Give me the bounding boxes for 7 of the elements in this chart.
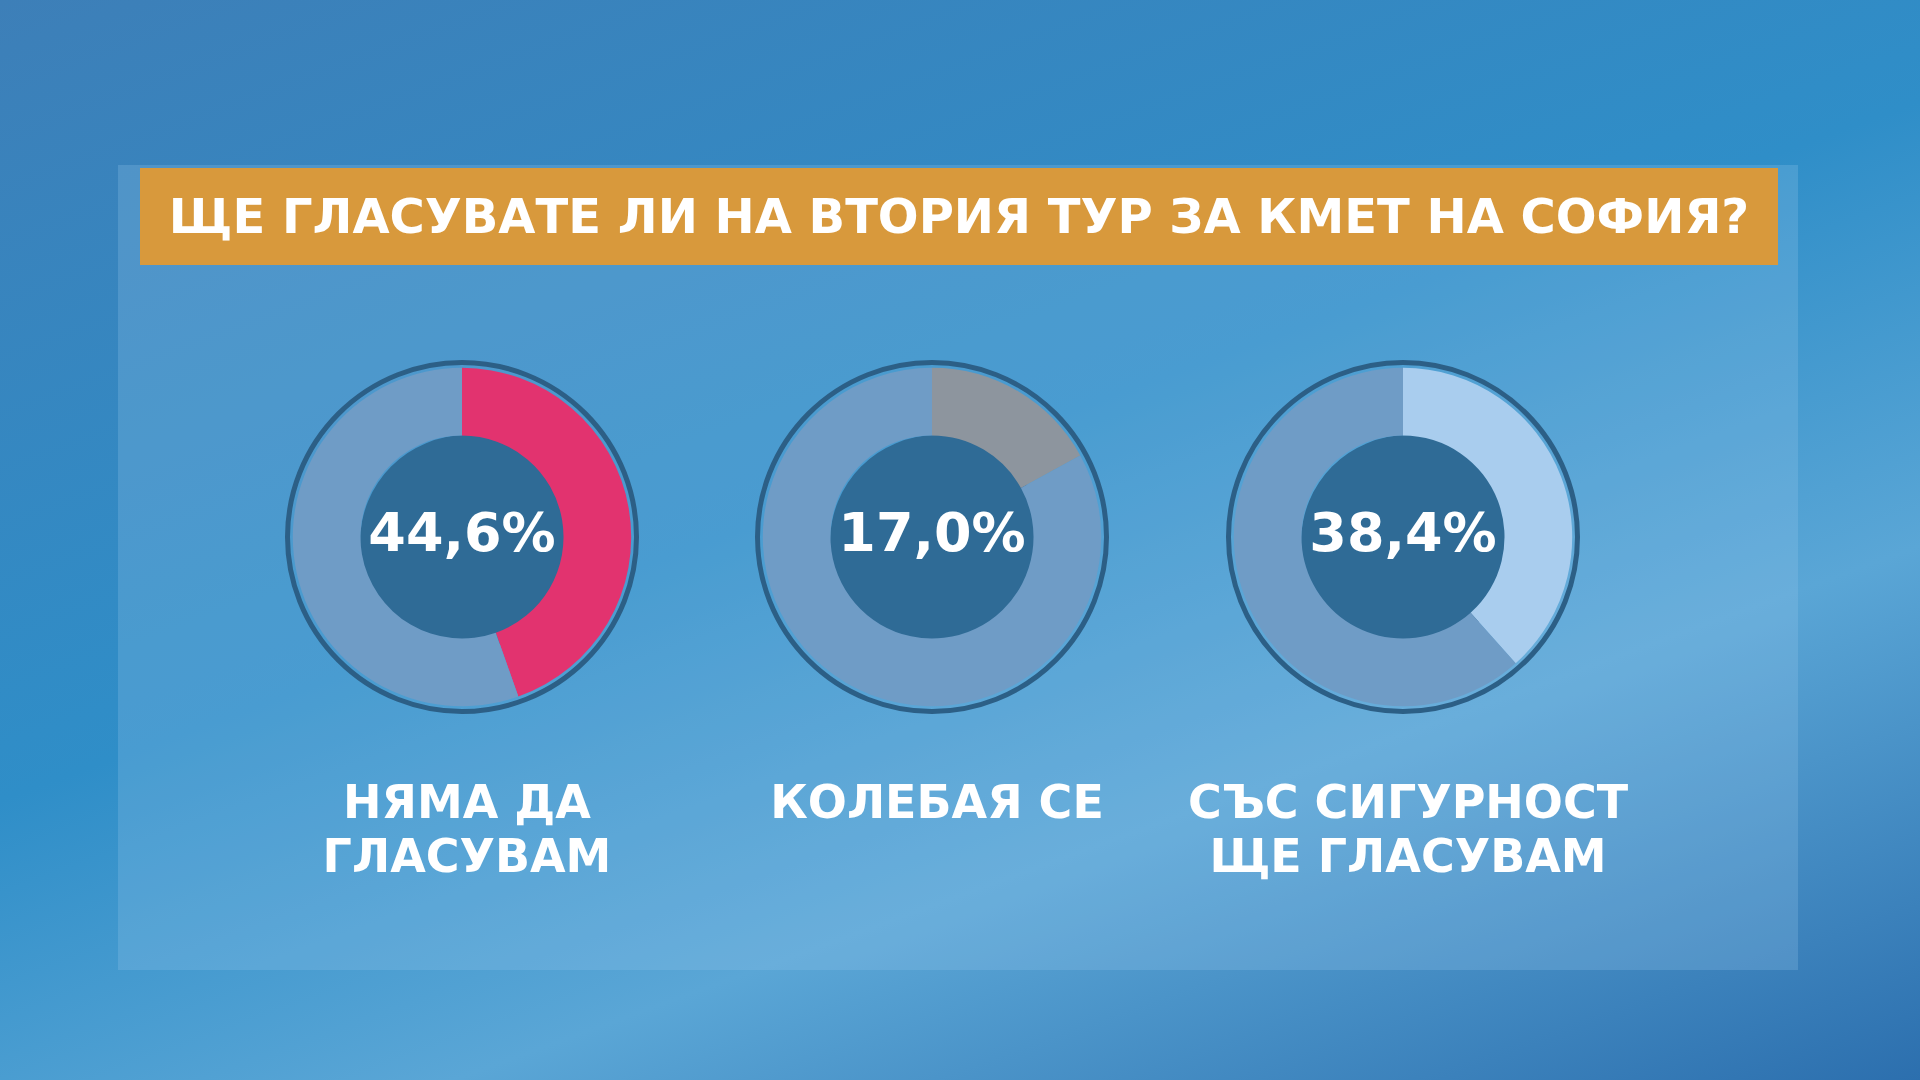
text: КОЛЕБАЯ СЕ	[769, 775, 1105, 829]
data-label: 17,0%	[838, 501, 1026, 565]
text: ЩЕ ГЛАСУВАТЕ ЛИ НА ВТОРИЯ ТУР ЗА КМЕТ НА СОФИЯ?	[140, 168, 1778, 265]
data-label: 44,6%	[368, 501, 556, 565]
text: СЪС СИГУРНОСТ ЩЕ ГЛАСУВАМ	[1186, 775, 1630, 883]
data-label: 38,4%	[1309, 501, 1497, 565]
text: НЯМА ДА ГЛАСУВАМ	[321, 775, 613, 883]
